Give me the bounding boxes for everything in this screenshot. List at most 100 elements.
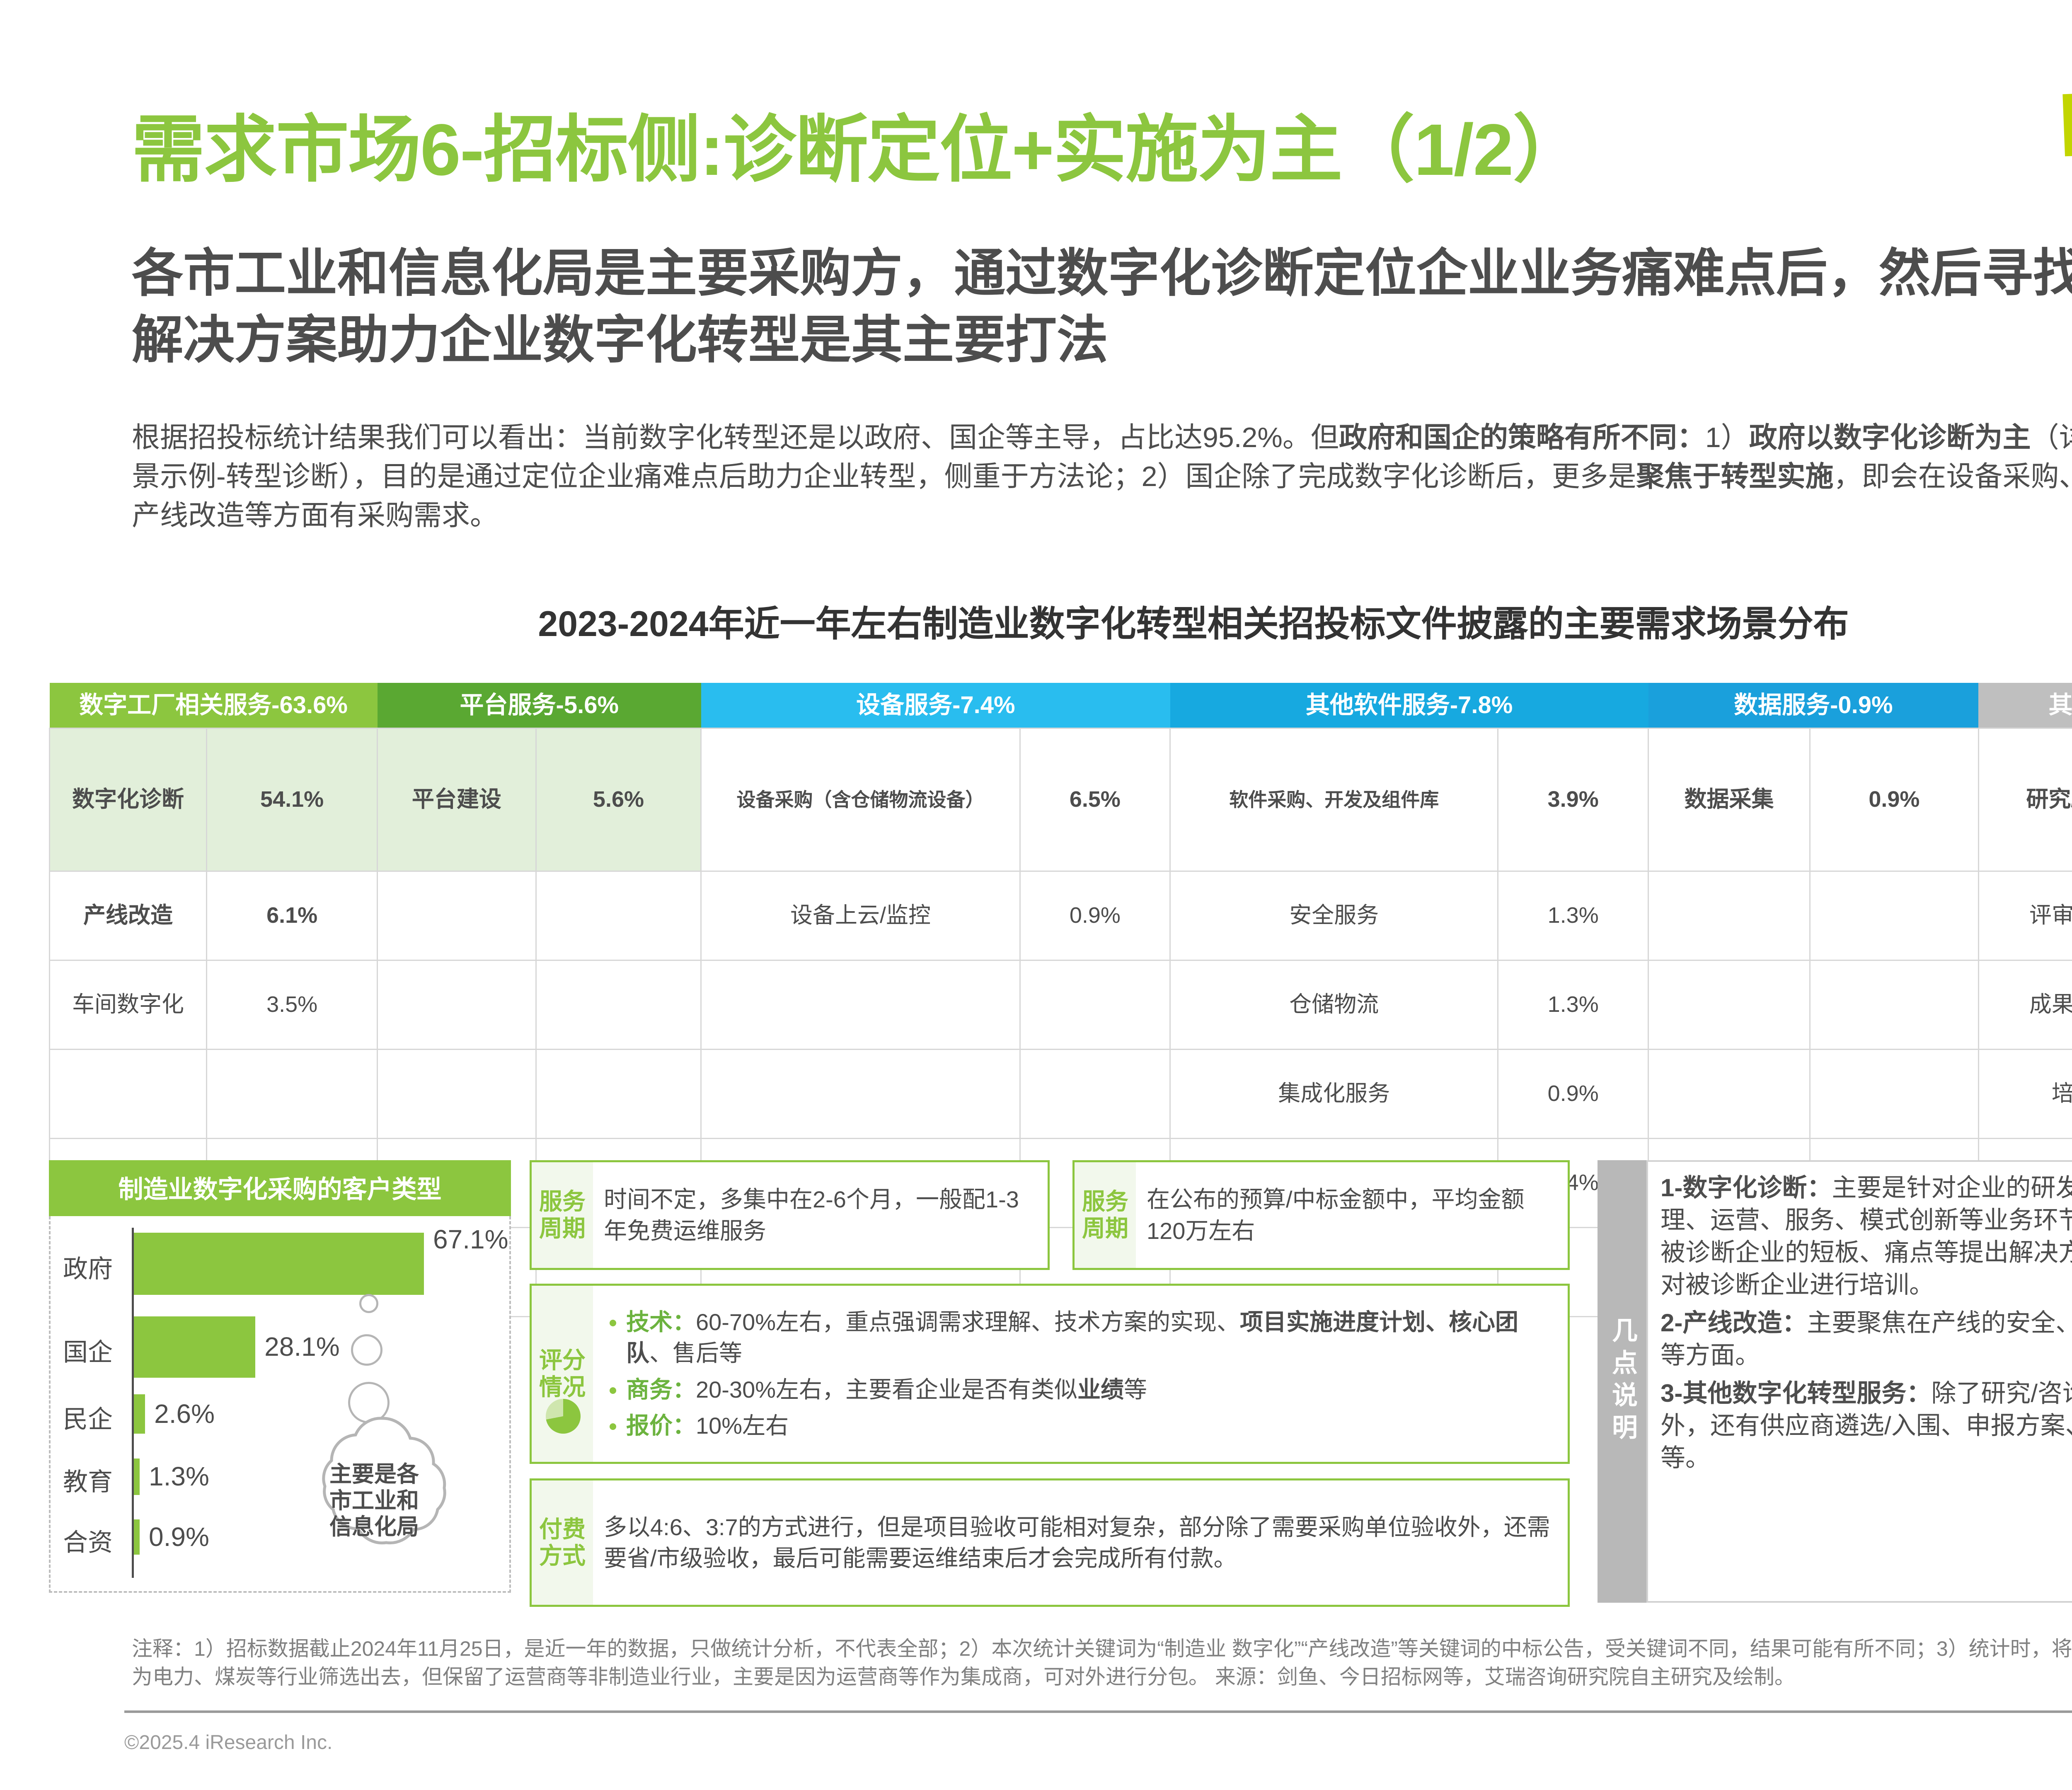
scene-value-cell — [1809, 871, 1979, 961]
iresearch-logo: iResearch 艾瑞咨询 — [2039, 75, 2072, 203]
bullet-bold-tail: 业绩 — [1077, 1376, 1124, 1403]
note-item: 2-产线改造：主要聚焦在产线的安全、柔性、控制、自动化等方面。 — [1661, 1307, 2072, 1372]
bar-value-label: 0.9% — [149, 1522, 209, 1552]
decor-bubble-small — [359, 1294, 378, 1313]
scene-name-cell: 平台建设 — [377, 728, 537, 872]
scene-name-cell — [377, 960, 537, 1050]
info-box-text: 时间不定，多集中在2-6个月，一般配1-3年免费运维服务 — [604, 1186, 1019, 1244]
scene-value-cell: 0.9% — [1809, 728, 1979, 872]
pie-chart-icon — [546, 1399, 581, 1434]
bar-rect — [134, 1519, 140, 1555]
scene-name-cell: 软件采购、开发及组件库 — [1169, 728, 1499, 872]
bar-rect — [134, 1459, 140, 1495]
headline: 各市工业和信息化局是主要采购方，通过数字化诊断定位企业业务痛难点后，然后寻找专业… — [132, 245, 2072, 369]
note-body: 除了研究/咨询、评审评估评级等外，还有供应商遴选/入围、申报方案、支撑服务、产业… — [1661, 1379, 2072, 1472]
group-header-1: 平台服务-5.6% — [377, 683, 701, 728]
scene-value-cell: 1.3% — [1497, 960, 1649, 1050]
scene-name-cell: 成果展厅 — [1978, 960, 2072, 1050]
scene-name-cell: 产线改造 — [48, 871, 208, 961]
callout-text: 主要是各市工业和信息化局 — [329, 1462, 419, 1540]
info-box-label: 服务周期 — [532, 1162, 593, 1268]
bullet-tail2: 、售后等 — [649, 1340, 742, 1367]
scene-name-cell: 评审评级 — [1978, 871, 2072, 961]
scene-name-cell — [48, 1049, 208, 1139]
info-box-payment: 付费方式 多以4:6、3:7的方式进行，但是项目验收可能相对复杂，部分除了需要采… — [530, 1478, 1570, 1607]
decor-bubble-large — [348, 1382, 390, 1423]
info-box-text: 多以4:6、3:7的方式进行，但是项目验收可能相对复杂，部分除了需要采购单位验收… — [604, 1514, 1550, 1571]
decor-bubble-mid — [351, 1334, 382, 1366]
bar-chart-plot: 政府 67.1% 国企 28.1% 民企 2.6% 教育 1.3% 合资 0.9% 主要是各市工业… — [49, 1216, 511, 1593]
scene-name-cell — [377, 1049, 537, 1139]
scene-name-cell — [1647, 871, 1811, 961]
chart-axis — [132, 1228, 134, 1578]
scene-value-cell: 3.5% — [206, 960, 378, 1050]
group-header-4: 数据服务-0.9% — [1648, 683, 1979, 728]
bar-category-label: 教育 — [63, 1468, 113, 1496]
bar-rect — [134, 1316, 256, 1378]
bullet-rest: 20-30%左右，主要看企业是否有类似 — [696, 1376, 1078, 1403]
bar-chart-title: 制造业数字化采购的客户类型 — [49, 1160, 511, 1216]
group-header-3: 其他软件服务-7.8% — [1170, 683, 1648, 728]
notes-panel-label: 几点说明 — [1598, 1160, 1646, 1603]
scene-name-cell — [700, 960, 1021, 1050]
scene-value-cell — [535, 1049, 702, 1139]
chart-title: 2023-2024年近一年左右制造业数字化转型相关招投标文件披露的主要需求场景分… — [538, 604, 1849, 644]
bullet-rest: 10%左右 — [696, 1412, 789, 1439]
scene-name-cell — [700, 1049, 1021, 1139]
note-body: 主要聚焦在产线的安全、柔性、控制、自动化等方面。 — [1661, 1309, 2072, 1369]
note-title: 3-其他数字化转型服务： — [1661, 1379, 1932, 1407]
bullet-rest: 60-70%左右，重点强调需求理解、技术方案的实现、 — [696, 1309, 1240, 1335]
scene-name-cell: 培训 — [1978, 1049, 2072, 1139]
bar-rect — [134, 1394, 145, 1434]
scene-name-cell: 集成化服务 — [1169, 1049, 1499, 1139]
scene-name-cell — [377, 871, 537, 961]
scene-name-cell: 设备采购（含仓储物流设备） — [700, 728, 1021, 872]
scene-value-cell: 3.9% — [1497, 728, 1649, 872]
scene-value-cell — [1019, 960, 1171, 1050]
scoring-label-text: 评分情况 — [539, 1347, 586, 1400]
page-title: 需求市场6-招标侧:诊断定位+实施为主（1/2） — [132, 109, 1586, 191]
info-box-label: 服务周期 — [1075, 1162, 1136, 1268]
note-title: 1-数字化诊断： — [1661, 1174, 1832, 1202]
bullet-bold-tail: 项目实施进度计划、核心团队 — [626, 1309, 1519, 1367]
group-header-5: 其他转型服务-14.7% — [1978, 683, 2072, 728]
scene-value-cell: 0.9% — [1497, 1049, 1649, 1139]
bullet-quotation: 报价：10%左右 — [604, 1410, 1557, 1441]
bar-value-label: 67.1% — [433, 1224, 508, 1254]
scene-value-cell — [535, 871, 702, 961]
scene-value-cell: 6.5% — [1019, 728, 1171, 872]
copyright: ©2025.4 iResearch Inc. — [124, 1732, 333, 1754]
bar-category-label: 民企 — [63, 1405, 113, 1433]
footnote: 注释：1）招标数据截止2024年11月25日，是近一年的数据，只做统计分析，不代… — [132, 1637, 2072, 1688]
table-header-row: 数字工厂相关服务-63.6% 平台服务-5.6% 设备服务-7.4% 其他软件服务-7… — [49, 683, 2072, 728]
bar-category-label: 合资 — [63, 1528, 113, 1556]
bullet-commercial: 商务：20-30%左右，主要看企业是否有类似业绩等 — [604, 1374, 1557, 1405]
note-body: 主要是针对企业的研发、生产、销售、管理、运营、服务、模式创新等业务环节进行诊断，… — [1661, 1174, 2072, 1299]
note-title: 2-产线改造： — [1661, 1309, 1807, 1337]
scene-name-cell: 仓储物流 — [1169, 960, 1499, 1050]
scene-value-cell: 5.6% — [535, 728, 702, 872]
info-box-text: 在公布的预算/中标金额中，平均金额120万左右 — [1147, 1186, 1525, 1244]
info-box-service-cycle-1: 服务周期 时间不定，多集中在2-6个月，一般配1-3年免费运维服务 — [530, 1160, 1050, 1270]
notes-panel: 几点说明 1-数字化诊断：主要是针对企业的研发、生产、销售、管理、运营、服务、模… — [1598, 1160, 2072, 1603]
info-box-label: 评分情况 — [532, 1286, 593, 1462]
scene-name-cell: 设备上云/监控 — [700, 871, 1021, 961]
table-row: 数字化诊断 54.1% 平台建设 5.6% 设备采购（含仓储物流设备） 6.5% 软件采购、… — [48, 728, 2072, 872]
bullet-key: 报价： — [626, 1412, 696, 1439]
callout-cloud: 主要是各市工业和信息化局 — [283, 1411, 461, 1577]
scene-value-cell — [206, 1049, 378, 1139]
bullet-technical: 技术：60-70%左右，重点强调需求理解、技术方案的实现、项目实施进度计划、核心… — [604, 1306, 1557, 1369]
lead-paragraph: 根据招投标统计结果我们可以看出：当前数字化转型还是以政府、国企等主导，占比达95… — [132, 422, 2072, 531]
group-header-0: 数字工厂相关服务-63.6% — [49, 683, 378, 728]
bar-value-label: 28.1% — [264, 1332, 340, 1362]
bar-value-label: 1.3% — [149, 1461, 209, 1491]
scene-value-cell — [1019, 1049, 1171, 1139]
logo-band — [2062, 85, 2072, 157]
bar-rect — [134, 1233, 424, 1295]
info-box-label: 付费方式 — [532, 1480, 593, 1605]
group-header-2: 设备服务-7.4% — [701, 683, 1170, 728]
info-box-service-cycle-2: 服务周期 在公布的预算/中标金额中，平均金额120万左右 — [1072, 1160, 1570, 1270]
info-box-scoring: 评分情况 技术：60-70%左右，重点强调需求理解、技术方案的实现、项目实施进度… — [530, 1284, 1570, 1464]
